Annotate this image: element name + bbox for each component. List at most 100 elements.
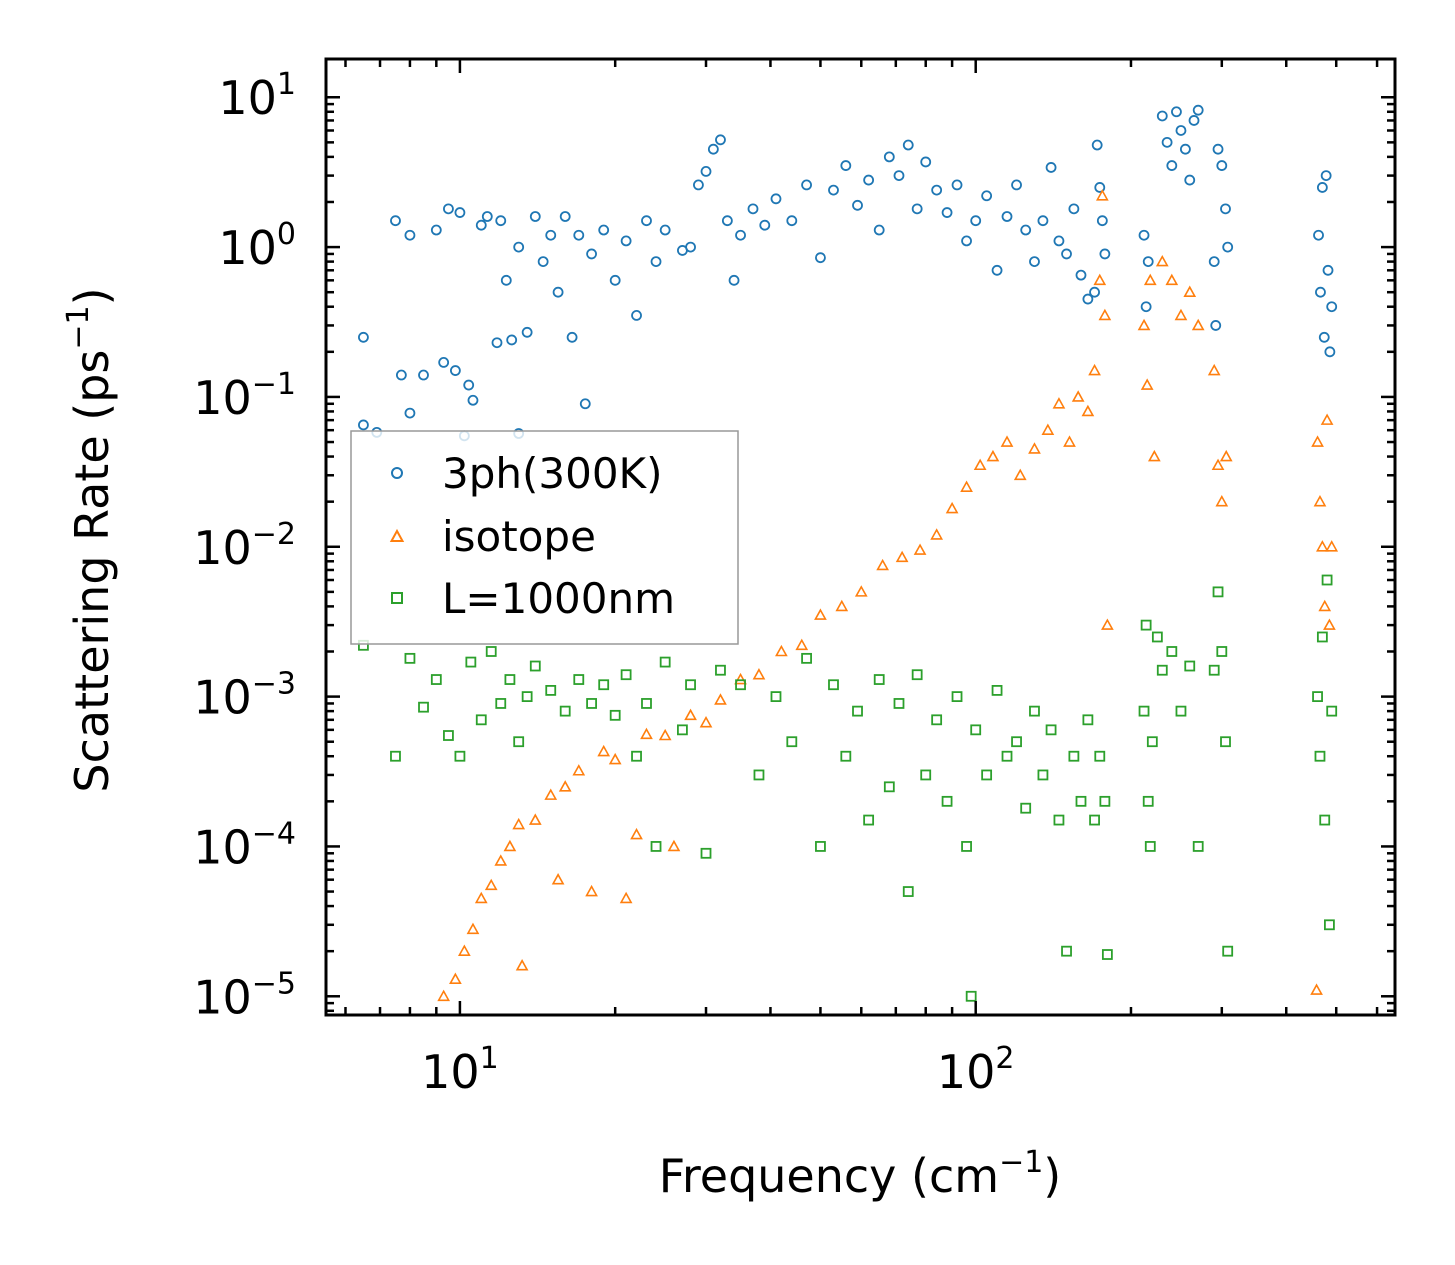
data-point-triangle — [1140, 378, 1154, 390]
data-point-circle — [500, 274, 512, 286]
data-point-circle — [1138, 229, 1150, 241]
data-point-triangle — [1098, 308, 1112, 321]
data-marks — [358, 104, 1339, 1002]
data-point-circle — [1140, 301, 1152, 313]
data-point-triangle — [597, 744, 611, 757]
data-point-circle — [1210, 320, 1222, 331]
data-point-square — [1220, 736, 1231, 748]
data-point-square — [1192, 841, 1204, 852]
data-point-square — [715, 664, 726, 676]
y-tick-label: 10−4 — [193, 816, 296, 874]
legend-marker-circle — [391, 467, 403, 479]
data-point-circle — [1099, 248, 1111, 260]
data-point-square — [1099, 795, 1111, 807]
data-point-circle — [481, 211, 493, 222]
data-point-square — [1037, 769, 1049, 781]
data-point-square — [485, 646, 497, 657]
data-point-square — [941, 795, 953, 807]
data-point-triangle — [1211, 458, 1225, 471]
data-point-triangle — [484, 878, 498, 891]
y-tick-label-exp: −4 — [252, 816, 296, 851]
data-point-circle — [650, 256, 662, 268]
data-point-circle — [659, 224, 671, 236]
data-point-circle — [1216, 160, 1228, 171]
legend-entry-3ph: 3ph(300K) — [391, 449, 662, 498]
data-point-circle — [1094, 182, 1106, 193]
data-point-square — [1326, 705, 1338, 717]
data-point-circle — [475, 219, 487, 231]
plot-frame — [324, 57, 1397, 1017]
data-point-circle — [454, 207, 466, 218]
x-axis-label-tail: ) — [1043, 1149, 1061, 1203]
y-axis-label-exponent: −1 — [61, 305, 96, 349]
data-point-square — [1094, 750, 1106, 762]
data-point-circle — [893, 170, 905, 181]
y-axis-label-tail: ) — [65, 287, 119, 305]
data-point-square — [631, 750, 642, 762]
data-point-square — [1001, 750, 1013, 762]
data-point-circle — [1222, 241, 1234, 253]
data-point-circle — [1061, 248, 1072, 260]
y-tick-label: 100 — [218, 217, 296, 275]
data-point-triangle — [572, 764, 586, 776]
data-point-triangle — [658, 728, 672, 741]
data-point-triangle — [1316, 540, 1329, 552]
data-point-circle — [579, 398, 591, 410]
x-tick-label: 101 — [421, 1041, 499, 1099]
data-point-triangle — [1101, 618, 1114, 630]
series-2 — [358, 574, 1338, 1002]
data-point-triangle — [528, 813, 542, 825]
data-point-triangle — [973, 458, 987, 471]
data-point-circle — [495, 215, 507, 227]
data-point-circle — [828, 184, 839, 196]
x-tick-label-exp: 1 — [480, 1041, 499, 1076]
data-point-circle — [902, 139, 914, 151]
data-point-circle — [506, 334, 518, 346]
data-point-circle — [883, 151, 895, 163]
data-point-triangle — [1088, 363, 1101, 376]
data-point-circle — [1171, 106, 1182, 118]
data-point-square — [650, 841, 662, 852]
data-point-triangle — [1093, 273, 1107, 286]
data-point-circle — [559, 211, 571, 222]
data-point-square — [1166, 646, 1178, 657]
data-point-circle — [951, 179, 963, 191]
data-point-circle — [721, 215, 733, 227]
data-point-square — [1151, 631, 1163, 643]
data-point-circle — [685, 241, 696, 253]
data-point-triangle — [1143, 273, 1157, 286]
data-point-square — [504, 674, 516, 685]
data-point-circle — [1326, 301, 1338, 313]
y-tick-label-base: 10 — [193, 521, 252, 575]
data-point-triangle — [775, 644, 788, 657]
data-point-circle — [537, 256, 549, 268]
data-point-circle — [873, 224, 885, 236]
y-tick-label-exp: −1 — [252, 367, 296, 402]
x-tick-label-exp: 2 — [995, 1041, 1014, 1076]
data-point-circle — [395, 369, 407, 381]
data-point-square — [641, 698, 652, 709]
data-point-square — [1146, 736, 1158, 748]
y-tick-label-exp: −5 — [252, 966, 296, 1001]
data-point-square — [1319, 814, 1331, 826]
data-point-circle — [981, 190, 993, 202]
data-point-circle — [1053, 235, 1065, 247]
data-point-square — [677, 724, 688, 736]
data-point-triangle — [494, 854, 508, 866]
data-point-circle — [735, 229, 746, 241]
data-point-square — [1316, 631, 1328, 643]
y-tick-label-base: 10 — [218, 221, 277, 275]
data-point-circle — [529, 211, 541, 222]
data-point-triangle — [1219, 449, 1233, 462]
data-point-square — [418, 701, 429, 713]
data-point-square — [521, 691, 533, 703]
data-point-square — [430, 674, 442, 685]
data-point-square — [1175, 705, 1187, 717]
y-tick-label: 10−3 — [193, 667, 296, 725]
data-point-circle — [1001, 211, 1013, 222]
legend-entry-isotope: isotope — [389, 512, 596, 561]
data-point-triangle — [1052, 397, 1066, 409]
data-point-triangle — [466, 922, 480, 935]
data-point-circle — [1161, 136, 1173, 148]
data-point-triangle — [630, 827, 643, 840]
